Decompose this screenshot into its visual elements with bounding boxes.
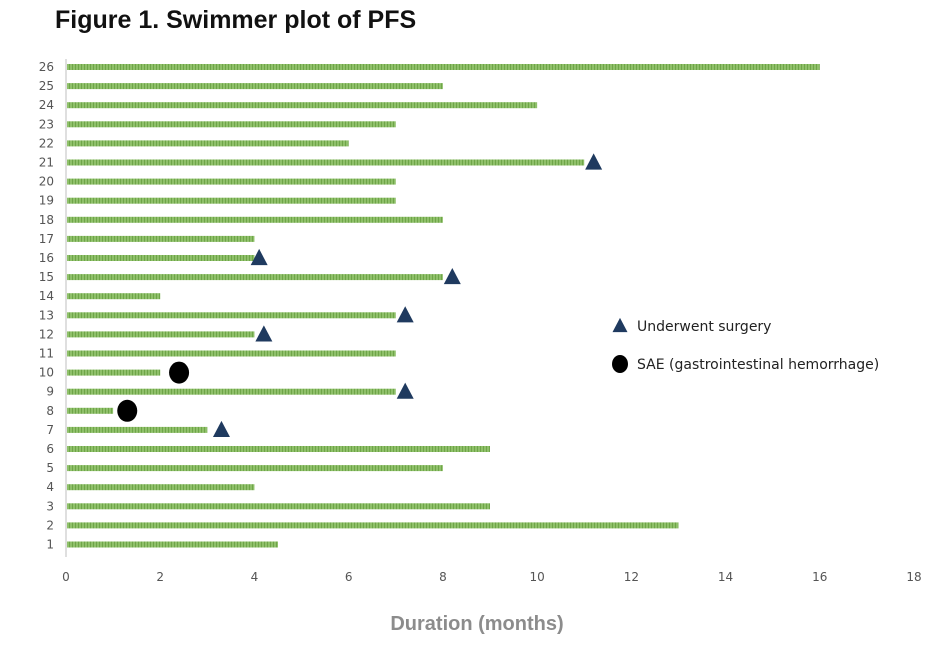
bars-layer — [67, 64, 820, 548]
y-tick-label: 22 — [39, 136, 54, 150]
bar-patient-18 — [67, 216, 443, 223]
x-tick-label: 12 — [624, 570, 639, 584]
y-tick-label: 20 — [39, 175, 54, 189]
bar-patient-2 — [67, 522, 679, 529]
y-tick-label: 13 — [39, 308, 54, 322]
sae-marker-patient-10 — [169, 361, 190, 384]
chart-title: Figure 1. Swimmer plot of PFS — [55, 6, 417, 34]
bar-patient-7 — [67, 426, 208, 433]
y-tick-label: 21 — [39, 156, 54, 170]
y-tick-label: 18 — [39, 213, 54, 227]
y-tick-label: 19 — [39, 194, 54, 208]
bar-patient-6 — [67, 446, 490, 452]
y-tick-label: 6 — [46, 442, 54, 456]
bar-patient-17 — [67, 235, 255, 242]
y-tick-label: 12 — [39, 327, 54, 341]
bar-patient-5 — [67, 465, 443, 472]
bar-patient-26 — [67, 64, 820, 70]
y-tick-label: 15 — [39, 270, 54, 284]
bar-patient-21 — [67, 159, 585, 166]
bar-patient-16 — [67, 255, 255, 261]
bar-patient-23 — [67, 121, 396, 128]
surgery-marker-patient-12 — [255, 325, 273, 342]
x-tick-label: 0 — [62, 570, 70, 584]
legend-label-sae: SAE (gastrointestinal hemorrhage) — [637, 357, 879, 373]
y-tick-label: 1 — [46, 538, 54, 552]
x-tick-label: 10 — [529, 570, 544, 584]
x-tick-label: 14 — [718, 570, 733, 584]
y-tick-label: 10 — [39, 366, 54, 380]
surgery-marker-patient-21 — [585, 153, 603, 170]
bar-patient-4 — [67, 484, 255, 491]
y-tick-label: 17 — [39, 232, 54, 246]
bar-patient-10 — [67, 369, 161, 376]
bar-patient-15 — [67, 274, 443, 281]
y-tick-label: 2 — [46, 518, 54, 532]
surgery-marker-patient-7 — [212, 420, 230, 437]
bar-patient-11 — [67, 350, 396, 357]
legend: Underwent surgery SAE (gastrointestinal h… — [612, 317, 879, 373]
y-tick-label: 9 — [46, 385, 54, 399]
y-tick-label: 23 — [39, 117, 54, 131]
y-tick-label: 8 — [46, 404, 54, 418]
bar-patient-9 — [67, 388, 396, 395]
bar-patient-14 — [67, 293, 161, 300]
x-tick-label: 6 — [345, 570, 353, 584]
surgery-marker-patient-15 — [443, 268, 461, 285]
y-tick-label: 25 — [39, 79, 54, 93]
y-tick-label: 14 — [39, 289, 54, 303]
legend-label-surgery: Underwent surgery — [637, 319, 771, 335]
y-tick-label: 16 — [39, 251, 54, 265]
y-tick-label: 24 — [39, 98, 54, 112]
bar-patient-12 — [67, 331, 255, 338]
y-tick-label: 4 — [46, 480, 54, 494]
x-tick-label: 16 — [812, 570, 827, 584]
y-tick-label: 11 — [39, 347, 54, 361]
bar-patient-24 — [67, 102, 538, 109]
x-tick-label: 4 — [251, 570, 259, 584]
bar-patient-19 — [67, 197, 396, 204]
bar-patient-1 — [67, 541, 278, 548]
bar-patient-3 — [67, 503, 490, 510]
sae-marker-patient-8 — [117, 399, 138, 422]
bar-patient-22 — [67, 140, 349, 147]
x-tick-label: 18 — [906, 570, 921, 584]
bar-patient-8 — [67, 407, 114, 414]
x-tick-label: 2 — [156, 570, 164, 584]
axes-layer: 1234567891011121314151617181920212223242… — [39, 59, 922, 584]
markers-layer — [117, 153, 603, 437]
surgery-marker-patient-13 — [396, 306, 414, 323]
x-tick-label: 8 — [439, 570, 447, 584]
surgery-marker-patient-9 — [396, 382, 414, 399]
bar-patient-25 — [67, 83, 443, 90]
bar-patient-20 — [67, 178, 396, 185]
y-tick-label: 5 — [46, 461, 54, 475]
surgery-marker-patient-16 — [250, 248, 268, 266]
legend-triangle-icon — [612, 317, 628, 333]
legend-circle-icon — [612, 355, 628, 373]
x-axis-label: Duration (months) — [390, 613, 563, 635]
y-tick-label: 7 — [46, 423, 54, 437]
y-tick-label: 3 — [46, 499, 54, 513]
y-tick-label: 26 — [39, 60, 54, 74]
bar-patient-13 — [67, 312, 396, 319]
